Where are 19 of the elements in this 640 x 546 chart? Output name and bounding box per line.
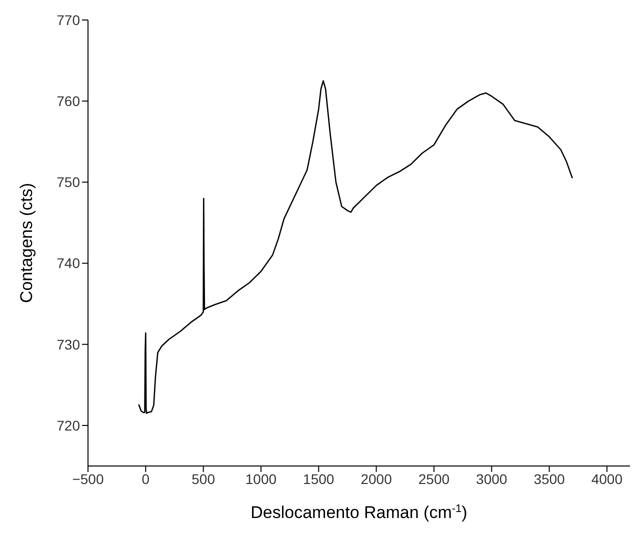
y-tick-label: 770 [56,12,80,28]
y-axis-title: Contagens (cts) [17,183,36,303]
x-tick-label: 2000 [360,470,392,487]
x-tick-label: 3000 [476,470,508,487]
y-tick-label: 730 [56,336,80,352]
x-tick-label: 1000 [245,470,277,487]
y-tick-label: 750 [56,174,80,190]
x-tick-label: 4000 [591,470,623,487]
x-tick-label: 2500 [418,470,450,487]
y-tick-label: 720 [56,417,80,434]
x-axis-title: Deslocamento Raman (cm$^{-1}$) [250,503,468,522]
x-tick-label: 0 [142,470,150,487]
x-tick-label: −500 [72,470,104,487]
x-tick-label: 500 [192,470,216,487]
y-tick-label: 760 [56,93,80,110]
line-series [138,80,573,414]
x-tick-label: 3500 [534,470,566,487]
y-tick-label: 740 [56,255,80,272]
x-tick-label: 1500 [303,470,334,487]
